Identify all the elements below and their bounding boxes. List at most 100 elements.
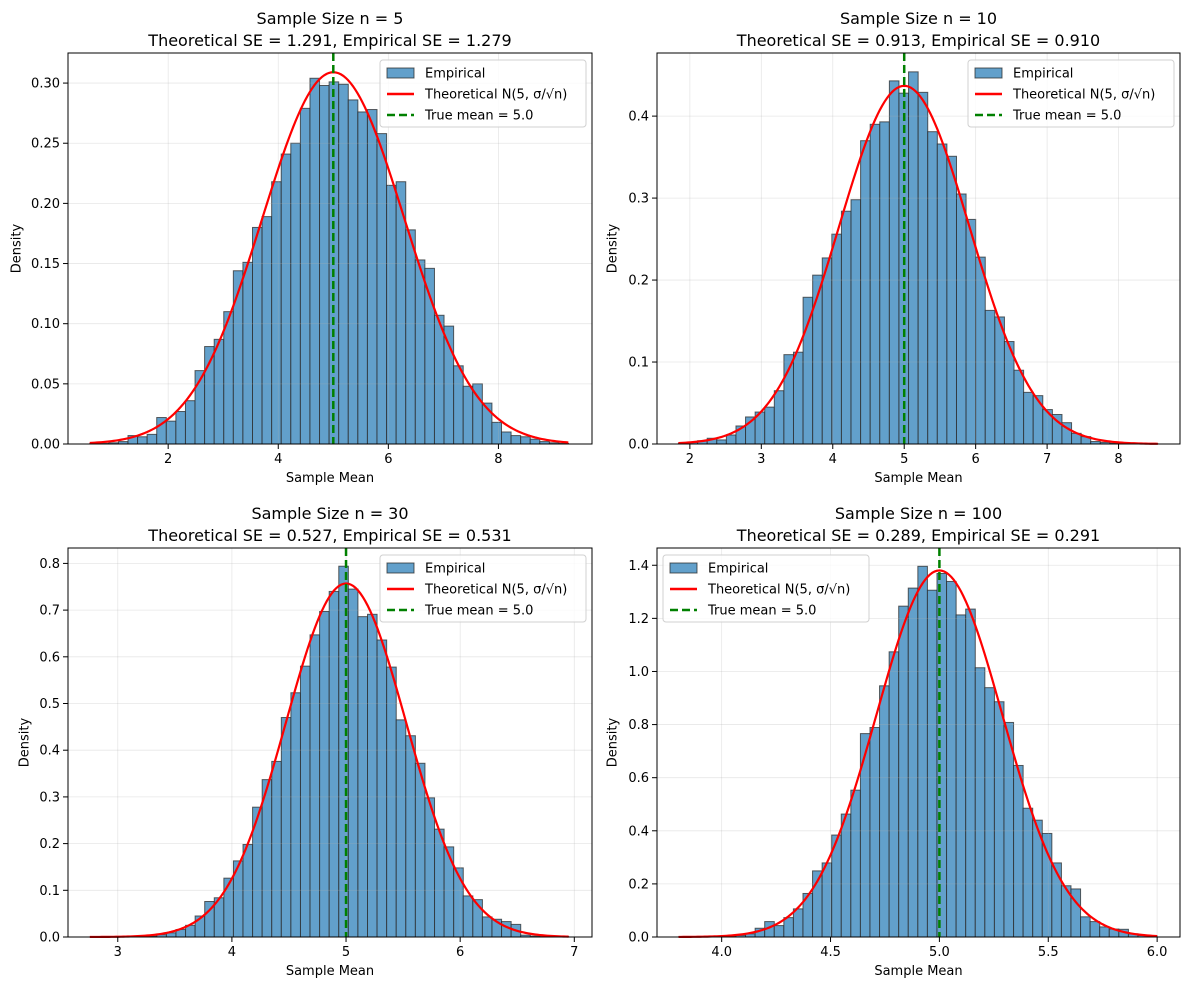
histogram-bar bbox=[453, 365, 464, 444]
histogram-bar bbox=[1089, 921, 1101, 937]
histogram-bar bbox=[501, 431, 512, 444]
legend-swatch-empirical bbox=[669, 562, 698, 574]
histogram-bar bbox=[898, 605, 909, 937]
theoretical-normal-curve bbox=[89, 71, 569, 445]
histogram-bars bbox=[89, 77, 570, 444]
histogram-bar bbox=[879, 121, 890, 444]
legend-label-empirical: Empirical bbox=[1013, 67, 1073, 82]
y-axis-label: Density bbox=[18, 717, 33, 767]
histogram-bar bbox=[319, 611, 330, 937]
histogram-bar bbox=[773, 390, 785, 444]
x-tick-label: 4.5 bbox=[820, 945, 841, 960]
x-tick-label: 2 bbox=[164, 452, 172, 467]
histogram-bar bbox=[888, 651, 900, 937]
x-tick-label: 6 bbox=[456, 945, 464, 960]
histogram-bar bbox=[319, 84, 330, 444]
x-axis-label: Sample Mean bbox=[286, 964, 374, 979]
y-axis-label: Density bbox=[606, 717, 621, 767]
legend-box bbox=[379, 554, 587, 623]
histogram-bar bbox=[280, 153, 292, 444]
x-tick-label: 7 bbox=[570, 945, 578, 960]
histogram-bar bbox=[725, 434, 737, 444]
histogram-bar bbox=[242, 261, 254, 444]
histogram-bar bbox=[299, 107, 311, 444]
histogram-bar bbox=[965, 218, 977, 444]
legend-label-empirical: Empirical bbox=[708, 562, 768, 577]
subplot-title: Sample Size n = 30 bbox=[251, 504, 408, 523]
axes-frame bbox=[656, 52, 1181, 445]
subplot-subtitle: Theoretical SE = 1.291, Empirical SE = 1… bbox=[147, 31, 511, 50]
histogram-bar bbox=[261, 779, 273, 937]
legend-box bbox=[967, 59, 1175, 128]
legend-swatch-empirical bbox=[974, 67, 1003, 79]
axes-frame bbox=[67, 52, 593, 445]
histogram-bar bbox=[946, 155, 957, 444]
legend-label-theoretical: Theoretical N(5, σ/√n) bbox=[424, 583, 567, 598]
histogram-bar bbox=[481, 916, 493, 937]
histogram-bar bbox=[716, 439, 727, 444]
y-tick-label: 0.0 bbox=[39, 931, 60, 946]
histogram-bar bbox=[414, 259, 426, 444]
x-tick-label: 5.5 bbox=[1038, 945, 1059, 960]
histogram-bar bbox=[955, 614, 967, 937]
histogram-bar bbox=[965, 608, 976, 937]
y-tick-label: 0.8 bbox=[628, 718, 649, 733]
legend: Empirical Theoretical N(5, σ/√n) True mean… bbox=[967, 59, 1175, 128]
histogram-bar bbox=[802, 296, 814, 444]
histogram-bar bbox=[347, 588, 359, 937]
histogram-bar bbox=[376, 133, 388, 444]
histogram-bar bbox=[338, 83, 349, 444]
y-tick-label: 1.2 bbox=[628, 612, 649, 627]
y-axis-label: Density bbox=[10, 223, 25, 273]
histogram-bar bbox=[434, 828, 445, 937]
histogram-bar bbox=[357, 616, 369, 937]
y-tick-label: 0.30 bbox=[31, 77, 60, 92]
histogram-bar bbox=[792, 908, 804, 937]
histogram-bar bbox=[821, 257, 833, 444]
x-tick-label: 5.0 bbox=[929, 945, 950, 960]
histogram-bar bbox=[462, 895, 474, 937]
y-tick-label: 0.1 bbox=[39, 884, 60, 899]
y-tick-label: 0.4 bbox=[628, 824, 649, 839]
histogram-bar bbox=[223, 311, 234, 444]
axes-frame bbox=[67, 547, 593, 938]
histogram-bar bbox=[261, 216, 273, 444]
y-tick-label: 0.05 bbox=[31, 377, 60, 392]
subplot-1: 2 4 6 8 0.00 0.05 0.10 0.15 0.20 0.25 0.30 Sample S… bbox=[10, 9, 593, 486]
histogram-bar bbox=[955, 193, 967, 444]
x-tick-label: 6.0 bbox=[1147, 945, 1168, 960]
subplot-subtitle: Theoretical SE = 0.913, Empirical SE = 0… bbox=[736, 31, 1100, 50]
histogram-bar bbox=[405, 229, 416, 444]
x-tick-label: 4 bbox=[274, 452, 282, 467]
subplot-title: Sample Size n = 5 bbox=[257, 9, 404, 28]
histogram-bar bbox=[1023, 391, 1034, 444]
y-tick-label: 0.0 bbox=[628, 438, 649, 453]
histogram-bar bbox=[850, 789, 861, 937]
histogram-bar bbox=[879, 685, 890, 937]
histogram-bars bbox=[677, 71, 1159, 444]
legend: Empirical Theoretical N(5, σ/√n) True mean… bbox=[379, 59, 587, 128]
histogram-bar bbox=[984, 687, 995, 937]
legend: Empirical Theoretical N(5, σ/√n) True mean… bbox=[379, 554, 587, 623]
histogram-bar bbox=[271, 760, 282, 937]
histogram-bar bbox=[328, 590, 340, 937]
x-tick-label: 6 bbox=[384, 452, 392, 467]
histogram-bar bbox=[764, 406, 775, 444]
subplot-4: 4.0 4.5 5.0 5.5 6.0 0.0 0.2 0.4 0.6 0.8 1.0 1.2 1.4 S… bbox=[606, 504, 1181, 979]
subplot-3: 3 4 5 6 7 0.0 0.1 0.2 0.3 0.4 0.5 0.6 0.7 0.8 Sample S… bbox=[18, 504, 593, 979]
y-tick-label: 0.6 bbox=[628, 771, 649, 786]
legend-label-theoretical: Theoretical N(5, σ/√n) bbox=[424, 88, 567, 103]
histogram-bar bbox=[252, 226, 263, 444]
theoretical-normal-curve bbox=[678, 84, 1158, 445]
x-tick-label: 4 bbox=[228, 945, 236, 960]
histogram-bar bbox=[367, 613, 378, 937]
x-tick-label: 6 bbox=[972, 452, 980, 467]
legend-label-empirical: Empirical bbox=[425, 562, 485, 577]
histogram-bar bbox=[860, 140, 871, 444]
histogram-bar bbox=[1022, 807, 1034, 937]
y-tick-label: 0.6 bbox=[39, 650, 60, 665]
histogram-bar bbox=[792, 351, 804, 444]
y-tick-label: 0.3 bbox=[39, 790, 60, 805]
histogram-bar bbox=[773, 925, 785, 937]
x-tick-label: 3 bbox=[114, 945, 122, 960]
